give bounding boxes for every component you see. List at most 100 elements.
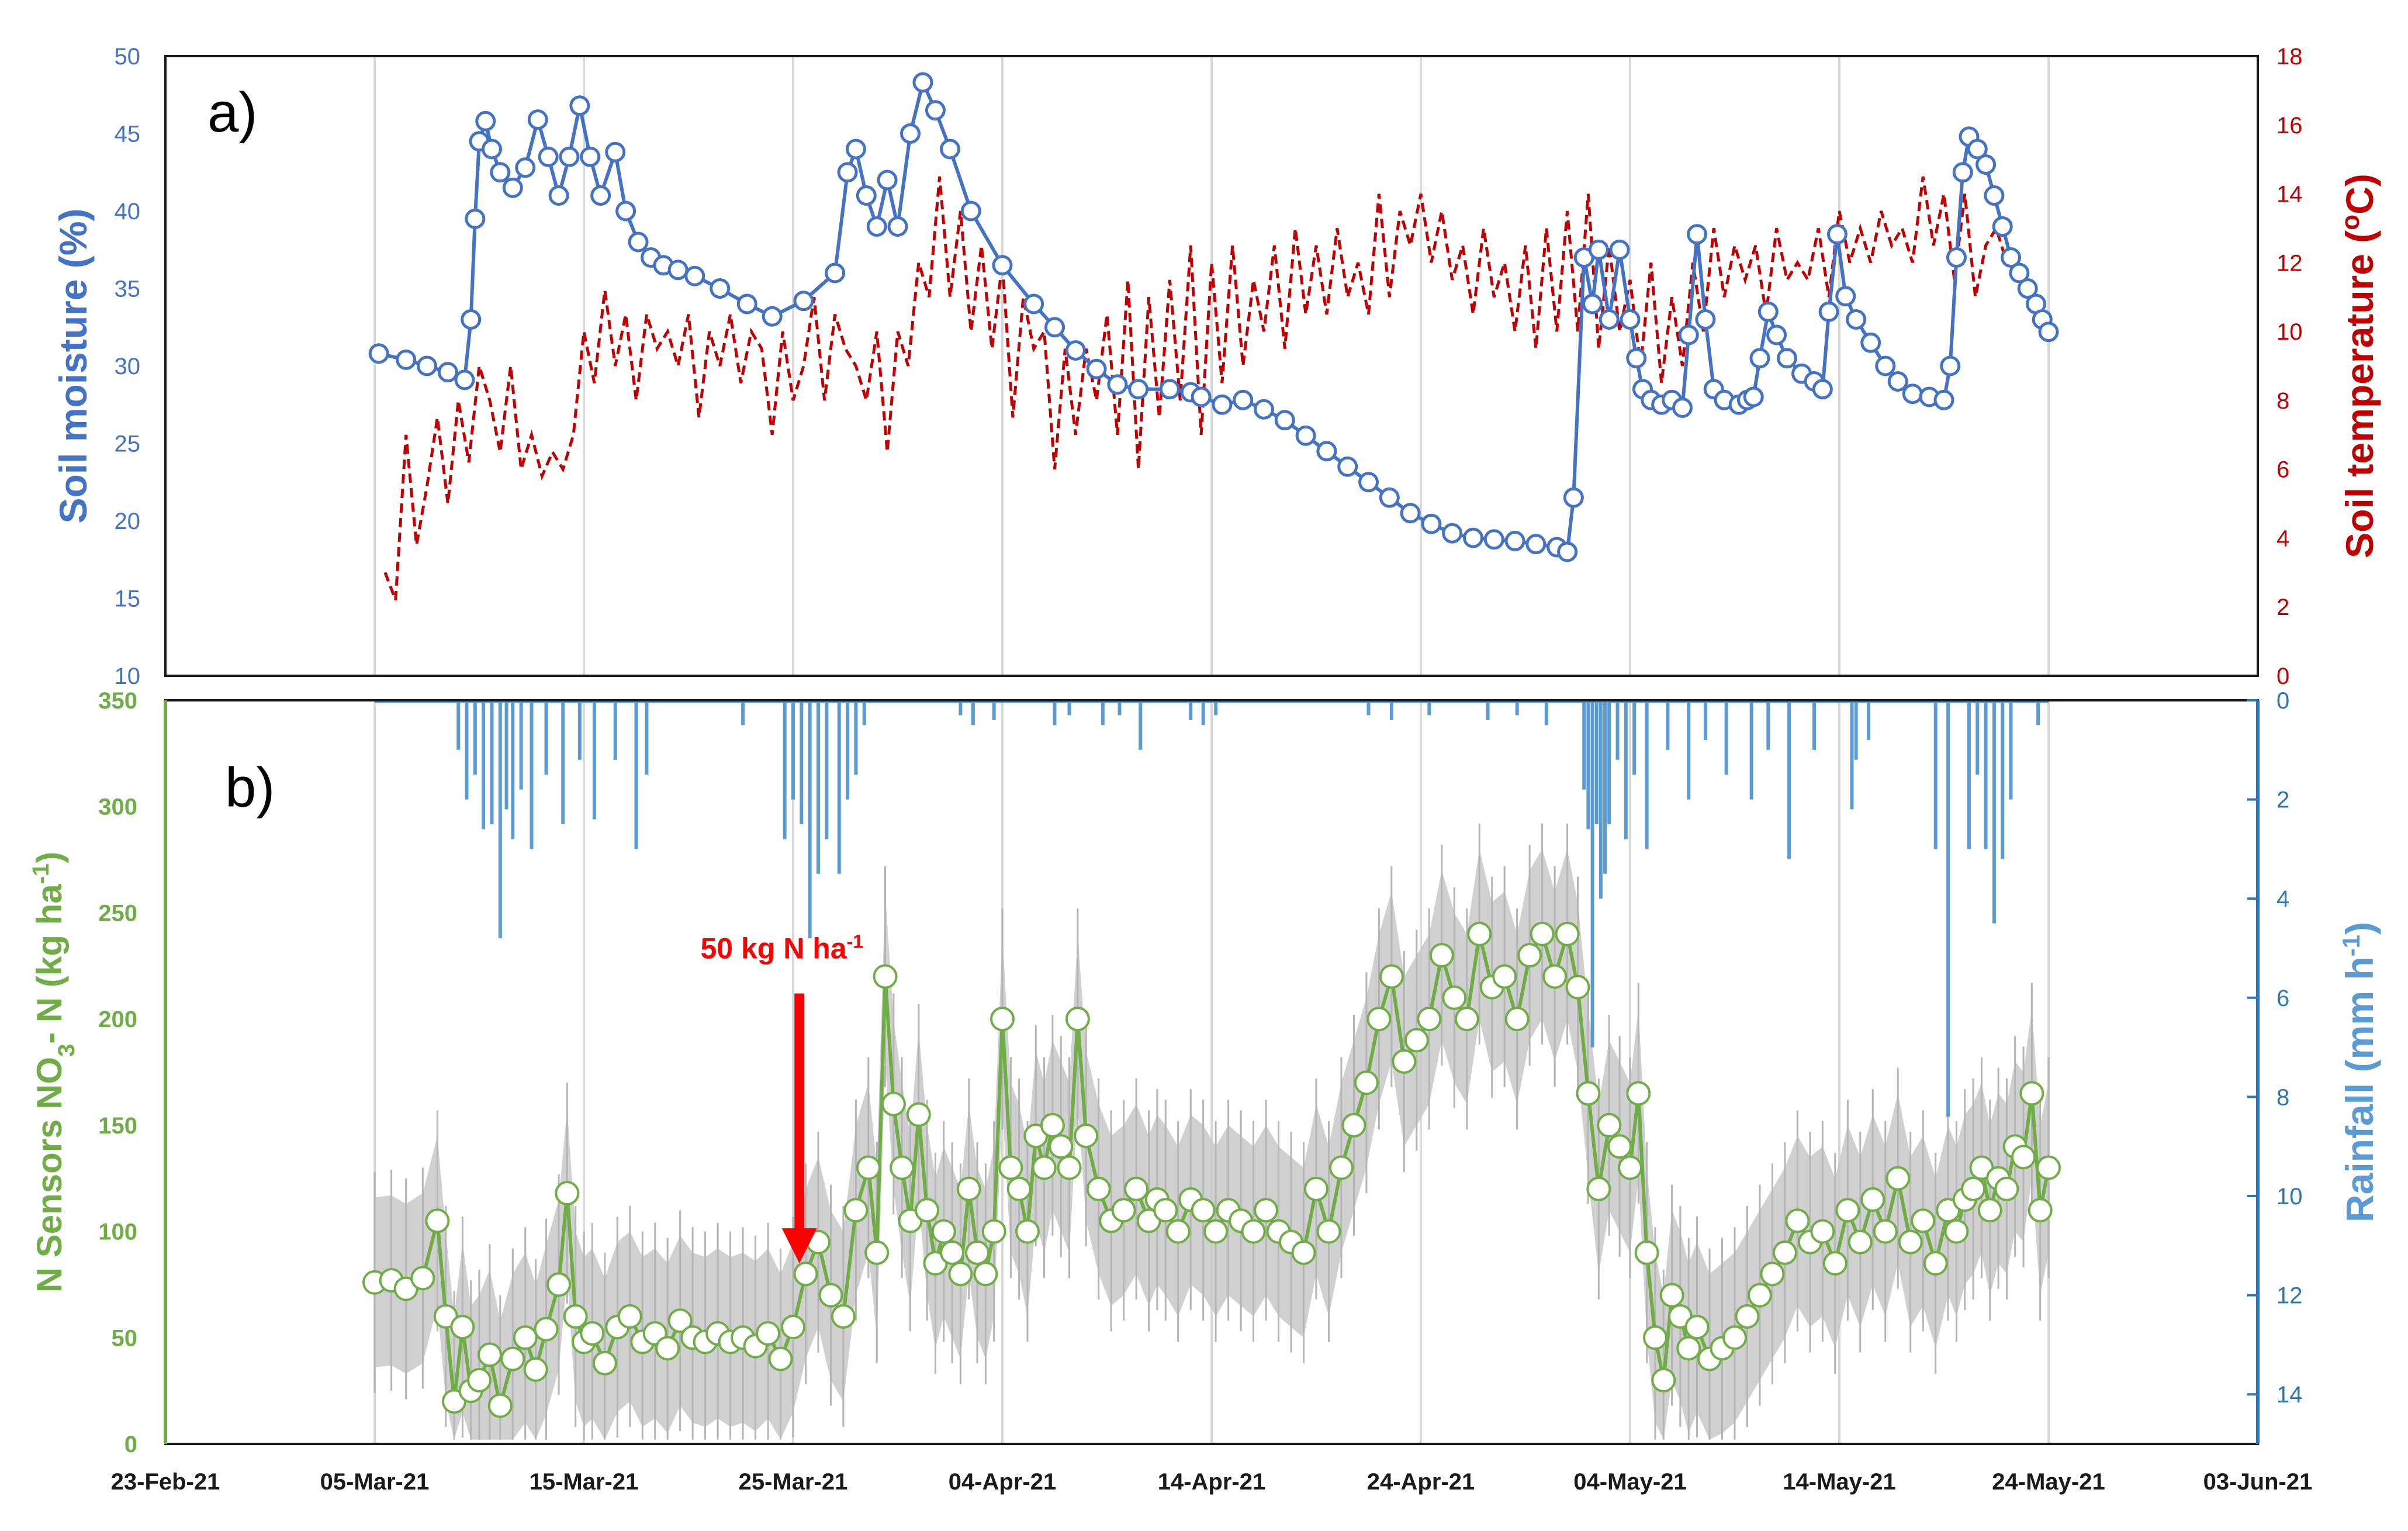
soil-moisture-point: [837, 162, 858, 183]
n-sensor-point: [981, 1219, 1006, 1244]
n-sensor-point: [1032, 1155, 1057, 1180]
n-sensor-point: [1684, 1315, 1710, 1340]
soil-moisture-tick-label: 35: [115, 277, 141, 302]
n-sensor-point: [1944, 1219, 1969, 1244]
soil-moisture-point: [1940, 355, 1961, 376]
soil-moisture-point: [992, 255, 1013, 276]
n-sensor-point: [1634, 1240, 1659, 1265]
n-sensor-point: [906, 1102, 931, 1127]
soil-moisture-point: [1818, 301, 1839, 322]
soil-moisture-point: [667, 260, 689, 281]
n-sensor-point: [1618, 1155, 1642, 1180]
soil-moisture-point: [1826, 224, 1847, 245]
n-sensor-point: [1810, 1219, 1835, 1244]
soil-moisture-point: [1812, 379, 1833, 400]
soil-moisture-tick-label: 25: [115, 431, 141, 457]
soil-moisture-point: [960, 201, 981, 222]
soil-moisture-point: [1695, 309, 1716, 330]
soil-moisture-markers: [368, 72, 2059, 562]
soil-moisture-tick-label: 45: [115, 122, 141, 147]
n-sensor-point: [1626, 1081, 1651, 1106]
soil-moisture-point: [1766, 324, 1787, 345]
n-sensor-point: [881, 1091, 906, 1117]
soil-moisture-point: [615, 201, 636, 222]
rainfall-axis-title: Rainfall (mm h-1): [2337, 922, 2382, 1222]
soil-moisture-point: [1860, 332, 1881, 353]
soil-moisture-point: [856, 185, 877, 206]
n-sensor-point: [1015, 1219, 1040, 1244]
soil-temperature-tick-label: 16: [2276, 113, 2303, 139]
n-sensor-point: [1642, 1325, 1667, 1350]
n-sensor-point: [1994, 1176, 2019, 1201]
soil-moisture-point: [1777, 348, 1797, 369]
soil-moisture-point: [940, 139, 960, 160]
soil-temperature-tick-label: 4: [2276, 526, 2289, 551]
soil-moisture-point: [1992, 216, 2013, 237]
soil-moisture-point: [887, 216, 908, 237]
soil-moisture-point: [825, 262, 846, 284]
soil-moisture-point: [1557, 541, 1578, 562]
soil-moisture-point: [1379, 487, 1400, 508]
n-sensor-point: [1555, 921, 1580, 946]
n-sensor-point: [956, 1176, 981, 1201]
soil-moisture-point: [1065, 340, 1086, 361]
soil-moisture-point: [538, 146, 559, 167]
soil-moisture-point: [1295, 425, 1316, 446]
n-sensor-tick-label: 350: [98, 688, 137, 714]
x-axis-tick-label: 24-May-21: [1992, 1469, 2105, 1495]
soil-moisture-point: [548, 185, 569, 206]
soil-moisture-point: [1743, 386, 1764, 407]
n-sensor-axis-title: N Sensors NO3- N (kg ha-1): [28, 852, 79, 1293]
n-sensor-point: [1822, 1251, 1847, 1276]
soil-moisture-point: [490, 162, 511, 183]
n-sensor-point: [1597, 1112, 1622, 1138]
soil-moisture-point: [1626, 348, 1647, 369]
n-sensor-point: [1291, 1240, 1316, 1265]
soil-moisture-point: [1984, 185, 2005, 206]
n-sensor-tick-label: 200: [98, 1007, 137, 1032]
n-sensor-point: [1651, 1367, 1676, 1392]
n-sensor-point: [1898, 1229, 1923, 1254]
n-sensor-point: [1111, 1198, 1136, 1223]
soil-moisture-point: [1191, 386, 1212, 407]
n-sensor-no3-markers: [362, 921, 2061, 1418]
n-sensor-point: [1659, 1283, 1684, 1308]
n-sensor-tick-label: 0: [124, 1432, 137, 1457]
n-sensor-point: [523, 1357, 548, 1382]
soil-moisture-point: [1358, 472, 1379, 493]
n-sensor-point: [998, 1155, 1023, 1180]
n-sensor-point: [2019, 1081, 2044, 1106]
n-sensor-point: [1923, 1251, 1948, 1276]
soil-moisture-point: [590, 185, 611, 206]
soil-moisture-point: [2001, 247, 2022, 268]
n-sensor-point: [500, 1346, 525, 1371]
soil-moisture-point: [1588, 239, 1609, 260]
soil-moisture-point: [925, 100, 946, 121]
panel-a-frame: [164, 55, 2259, 677]
panel-a-gridlines: [373, 56, 2050, 676]
soil-moisture-point: [899, 123, 921, 144]
panel-a: 10 15 20 25 30 35 40 45 50 0 2 4 6 8 10 12 14 16 18 a) So…: [51, 44, 2381, 689]
soil-moisture-point: [1933, 389, 1954, 410]
n-sensor-point: [555, 1181, 580, 1206]
n-sensor-point: [2036, 1155, 2061, 1180]
panel-b-left-axis-ticks: 0 50 100 150 200 250 300 350: [98, 688, 137, 1457]
soil-moisture-point: [1975, 154, 1997, 175]
soil-moisture-point: [1835, 286, 1856, 307]
n-sensor-point: [1241, 1219, 1266, 1244]
n-sensor-point: [617, 1304, 642, 1329]
soil-temperature-tick-label: 18: [2276, 44, 2303, 70]
n-sensor-point: [667, 1308, 693, 1333]
soil-moisture-point: [2017, 278, 2038, 299]
soil-moisture-point: [1563, 487, 1584, 508]
soil-moisture-point: [1337, 456, 1358, 477]
soil-moisture-point: [710, 278, 731, 299]
n-sensor-point: [1074, 1124, 1099, 1149]
n-sensor-point: [864, 1240, 890, 1265]
n-sensor-point: [655, 1336, 680, 1361]
n-sensor-point: [1847, 1229, 1873, 1254]
n-sensor-point: [1153, 1198, 1178, 1223]
x-axis-tick-label: 24-Apr-21: [1367, 1469, 1475, 1495]
x-axis-tick-label: 03-Jun-21: [2203, 1469, 2313, 1495]
n-sensor-point: [873, 964, 898, 989]
